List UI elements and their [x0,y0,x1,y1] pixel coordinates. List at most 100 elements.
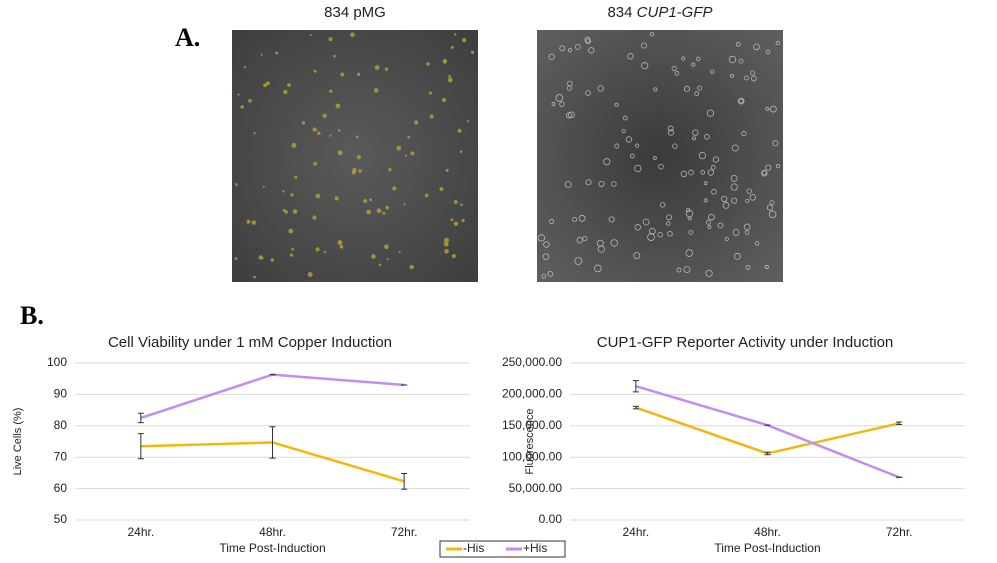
cell [309,34,312,37]
cell [745,198,750,204]
cell [407,135,410,139]
error-bar [401,473,408,490]
cell [263,83,267,88]
cell [696,56,701,62]
cell [659,202,666,208]
cell [414,120,419,125]
y-tick-label: 50,000.00 [509,481,563,495]
cell [775,41,780,46]
cell [282,190,285,193]
cell [743,223,751,231]
cell [270,258,275,262]
cell [765,106,770,111]
cell [369,198,372,202]
cell [374,65,380,71]
cell [253,275,256,279]
cell [712,156,720,163]
cell [634,143,640,148]
cell [429,114,434,119]
cell [772,140,779,147]
cell [582,235,588,242]
y-tick-label: 100 [47,355,67,369]
cell [754,241,760,246]
cell [732,228,740,236]
cell [685,207,691,213]
cell [745,264,751,270]
cell [703,181,708,186]
cell [634,224,642,231]
cell [403,203,406,206]
cell [350,32,355,38]
cell [443,241,449,247]
cell [334,196,339,201]
error-bar [269,426,276,459]
cell [711,189,717,195]
cell [448,74,452,78]
cell [753,43,760,51]
cell [676,267,682,273]
cell [260,53,263,56]
cell [398,250,401,253]
cell [653,87,658,92]
cells [234,32,781,279]
cell [668,129,675,136]
cell [688,229,694,235]
cell [312,127,317,132]
cell [566,85,573,91]
microscopy-image [537,30,783,282]
x-tick-label: 24hr. [622,525,649,539]
cell [667,231,673,237]
cell [392,186,397,191]
cell [775,163,781,169]
cell [265,81,270,86]
cell [625,136,633,143]
cell [733,252,741,260]
cell [386,257,389,261]
error-bar [896,421,903,426]
cell [288,228,294,234]
cell [672,143,678,149]
cell [333,54,336,58]
cell [597,85,604,92]
cell [746,188,752,194]
cell [378,263,382,267]
cell [610,239,618,247]
cell [722,202,730,209]
cell [658,163,664,170]
cell [428,91,432,95]
cell [388,167,392,172]
cell [738,58,744,64]
cell [769,105,777,113]
cell [543,241,550,248]
cell [565,112,573,119]
cell [444,237,449,243]
cell [385,205,389,210]
y-tick-label: 0.00 [539,512,563,526]
cell [578,214,586,222]
cell [237,93,240,96]
cell [657,232,663,238]
cell [235,183,238,186]
chart-title: Cell Viability under 1 mM Copper Inducti… [108,334,392,351]
x-tick-label: 72hr. [391,525,418,539]
cell [564,181,572,188]
cell [708,213,715,221]
cell [688,169,694,176]
cell [687,216,692,221]
cell [459,150,463,153]
cell [705,269,713,277]
cell [750,70,756,76]
cell [396,145,402,151]
cell [721,195,728,203]
series-line [140,373,405,420]
cell [373,88,379,93]
cell [671,65,677,72]
cell [588,47,595,54]
cell [768,210,777,219]
y-axis-label: Live Cells (%) [12,408,24,476]
cell [246,219,251,224]
cell [585,90,591,96]
y-tick-label: 80 [54,418,68,432]
cell [384,67,389,71]
legend-box [439,540,566,558]
